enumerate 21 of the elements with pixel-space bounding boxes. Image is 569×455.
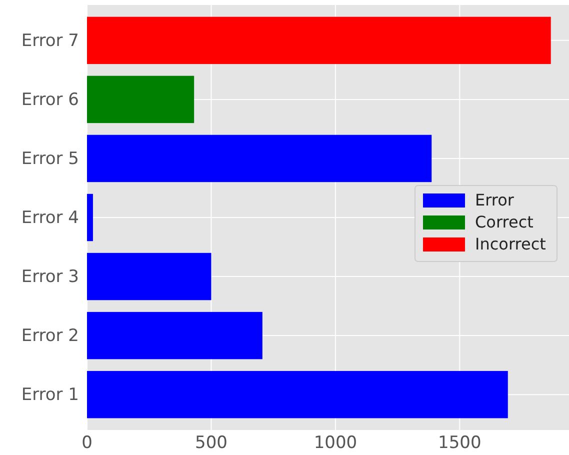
y-tick-label: Error 2	[21, 326, 79, 346]
x-tick-label: 1000	[314, 433, 358, 454]
bar	[87, 370, 508, 418]
y-tick-label: Error 5	[21, 148, 79, 169]
x-tick-label: 500	[195, 433, 228, 454]
bar	[87, 194, 93, 242]
legend-label: Incorrect	[475, 234, 546, 254]
legend-label: Correct	[475, 212, 534, 232]
y-tick-label: Error 7	[21, 30, 79, 51]
x-tick-label: 1500	[438, 433, 482, 454]
legend-label: Error	[475, 190, 514, 210]
bar	[87, 16, 551, 64]
bar	[87, 134, 432, 182]
bar	[87, 252, 212, 300]
bar	[87, 76, 194, 124]
bar	[87, 312, 262, 360]
y-tick-label: Error 4	[21, 208, 79, 228]
x-tick-label: 0	[82, 433, 92, 454]
y-tick-label: Error 3	[21, 266, 79, 287]
y-tick-label: Error 1	[21, 385, 79, 406]
y-tick-label: Error 6	[21, 90, 79, 110]
